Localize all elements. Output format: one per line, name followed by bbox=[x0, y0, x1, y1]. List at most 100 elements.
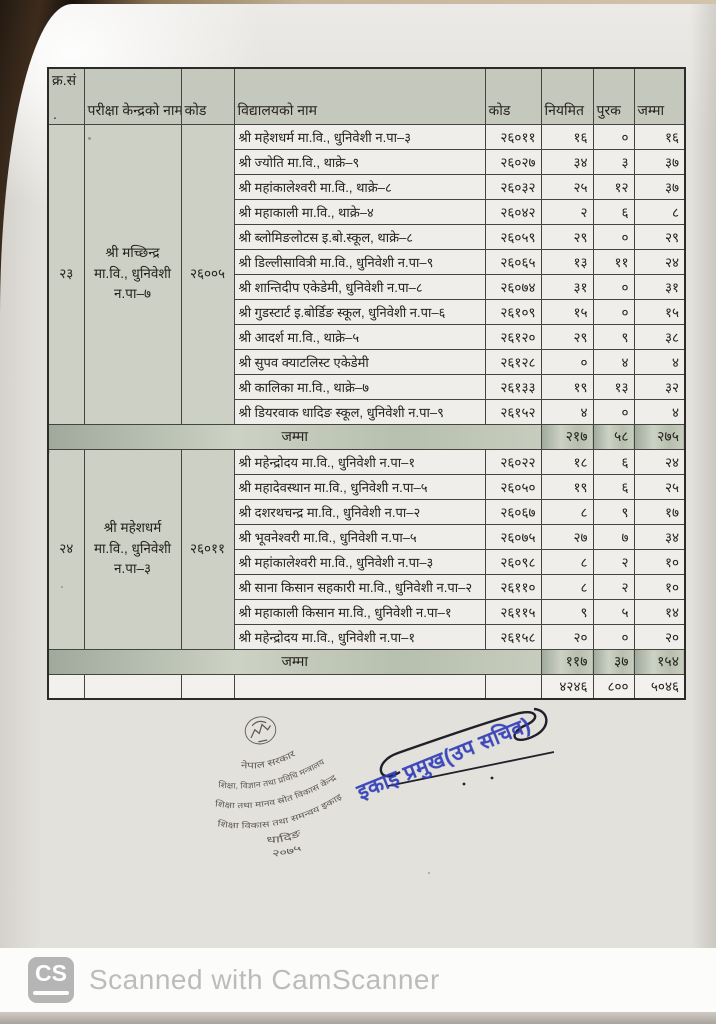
school-name-cell: श्री महाकाली मा.वि., थाक्रे–४ bbox=[233, 198, 486, 225]
col-header-school-name: विद्यालयको नाम bbox=[233, 67, 486, 125]
total-count-cell: १४ bbox=[633, 598, 686, 625]
grand-regular-cell: ४२४६ bbox=[540, 673, 594, 700]
regular-count-cell: २९ bbox=[540, 223, 594, 250]
camscanner-watermark: CS Scanned with CamScanner bbox=[0, 948, 716, 1012]
group-serial-cell: २४ bbox=[47, 448, 85, 650]
school-name-cell: श्री महाकाली किसान मा.वि., धुनिवेशी न.पा… bbox=[233, 598, 486, 625]
subtotal-row: जम्मा २१७ ५८ २७५ bbox=[47, 423, 686, 450]
supplementary-count-cell: ० bbox=[592, 298, 635, 325]
camscanner-logo-text: CS bbox=[35, 960, 67, 986]
total-count-cell: ३४ bbox=[633, 523, 686, 550]
school-row: श्री महांकालेश्वरी मा.वि., धुनिवेशी न.पा… bbox=[48, 548, 686, 575]
total-count-cell: १७ bbox=[633, 498, 686, 525]
total-count-cell: ८ bbox=[633, 198, 686, 225]
exam-center-code-cell: २६०११ bbox=[180, 448, 235, 650]
school-code-cell: २६०९८ bbox=[484, 548, 542, 575]
grand-empty-school bbox=[233, 673, 486, 700]
total-count-cell: २४ bbox=[633, 448, 686, 475]
col-header-serial-label: क्र.सं bbox=[52, 72, 77, 88]
regular-count-cell: ८ bbox=[540, 573, 594, 600]
school-code-cell: २६०७४ bbox=[484, 273, 542, 300]
supplementary-count-cell: ११ bbox=[592, 248, 635, 275]
report-table-body: २३ श्री मच्छिन्द्र मा.वि., धुनिवेशी न.पा–… bbox=[47, 123, 686, 700]
seal-emblem-icon bbox=[244, 716, 277, 745]
school-row: श्री गुडस्टार्ट इ.बोर्डिङ स्कूल, धुनिवेश… bbox=[48, 298, 686, 325]
school-name-cell: श्री साना किसान सहकारी मा.वि., धुनिवेशी … bbox=[233, 573, 486, 600]
grand-empty-school-code bbox=[484, 673, 542, 700]
supplementary-count-cell: ५ bbox=[592, 598, 635, 625]
school-row: श्री महेन्द्रोदय मा.वि., धुनिवेशी न.पा–१… bbox=[48, 623, 686, 650]
subtotal-total-cell: २७५ bbox=[633, 423, 686, 450]
regular-count-cell: २९ bbox=[540, 323, 594, 350]
col-header-center-name: परीक्षा केन्द्रको नाम bbox=[83, 67, 182, 125]
total-count-cell: ४ bbox=[633, 398, 686, 425]
school-code-cell: २६०६७ bbox=[484, 498, 542, 525]
total-count-cell: १५ bbox=[633, 298, 686, 325]
school-name-cell: श्री डियरवाक धादिङ स्कूल, धुनिवेशी न.पा–… bbox=[233, 398, 486, 425]
school-code-cell: २६०३२ bbox=[484, 173, 542, 200]
regular-count-cell: ३१ bbox=[540, 273, 594, 300]
school-code-cell: २६०२२ bbox=[484, 448, 542, 475]
regular-count-cell: ८ bbox=[540, 498, 594, 525]
grand-empty-center bbox=[83, 673, 182, 700]
school-name-cell: श्री शान्तिदीप एकेडेमी, धुनिवेशी न.पा–८ bbox=[233, 273, 486, 300]
col-header-center-code: कोड bbox=[180, 67, 235, 125]
school-row: श्री कालिका मा.वि., थाक्रे–७ २६१३३ १९ १३ ३२ bbox=[48, 373, 686, 400]
total-count-cell: २४ bbox=[633, 248, 686, 275]
school-code-cell: २६११५ bbox=[484, 598, 542, 625]
school-name-cell: श्री ब्लोमिङलोटस इ.बो.स्कूल, थाक्रे–८ bbox=[233, 223, 486, 250]
subtotal-row: जम्मा ११७ ३७ १५४ bbox=[47, 648, 686, 675]
total-count-cell: ३१ bbox=[633, 273, 686, 300]
col-header-supplementary: पुरक bbox=[592, 67, 635, 125]
school-row: श्री शान्तिदीप एकेडेमी, धुनिवेशी न.पा–८ २… bbox=[48, 273, 686, 300]
regular-count-cell: १९ bbox=[540, 373, 594, 400]
school-name-cell: श्री कालिका मा.वि., थाक्रे–७ bbox=[233, 373, 486, 400]
school-code-cell: २६१५८ bbox=[484, 623, 542, 650]
regular-count-cell: ३४ bbox=[540, 148, 594, 175]
school-code-cell: २६०११ bbox=[484, 123, 542, 150]
seal-line-govt: नेपाल सरकार bbox=[238, 748, 298, 775]
total-count-cell: २५ bbox=[633, 473, 686, 500]
supplementary-count-cell: २ bbox=[592, 573, 635, 600]
subtotal-regular-cell: ११७ bbox=[540, 648, 594, 675]
school-name-cell: श्री महादेवस्थान मा.वि., धुनिवेशी न.पा–५ bbox=[233, 473, 486, 500]
header-row: क्र.सं . परीक्षा केन्द्रको नाम कोड विद्य… bbox=[47, 67, 686, 125]
signature bbox=[379, 707, 555, 787]
regular-count-cell: ८ bbox=[540, 548, 594, 575]
school-code-cell: २६०५० bbox=[484, 473, 542, 500]
school-name-cell: श्री आदर्श मा.वि., थाक्रे–५ bbox=[233, 323, 486, 350]
school-row: श्री डिल्लीसावित्री मा.वि., धुनिवेशी न.प… bbox=[48, 248, 686, 275]
col-header-school-code: कोड bbox=[484, 67, 542, 125]
supplementary-count-cell: ३ bbox=[592, 148, 635, 175]
school-name-cell: श्री महेन्द्रोदय मा.वि., धुनिवेशी न.पा–१ bbox=[233, 623, 486, 650]
school-name-cell: श्री गुडस्टार्ट इ.बोर्डिङ स्कूल, धुनिवेश… bbox=[233, 298, 486, 325]
school-name-cell: श्री महांकालेश्वरी मा.वि., थाक्रे–८ bbox=[233, 173, 486, 200]
col-header-regular: नियमित bbox=[540, 67, 594, 125]
school-name-cell: श्री महेशधर्म मा.वि., धुनिवेशी न.पा–३ bbox=[233, 123, 486, 150]
school-code-cell: २६१३३ bbox=[484, 373, 542, 400]
regular-count-cell: १३ bbox=[540, 248, 594, 275]
school-name-cell: श्री महांकालेश्वरी मा.वि., धुनिवेशी न.पा… bbox=[233, 548, 486, 575]
school-code-cell: २६०२७ bbox=[484, 148, 542, 175]
school-code-cell: २६०६५ bbox=[484, 248, 542, 275]
school-code-cell: २६१२० bbox=[484, 323, 542, 350]
total-count-cell: ३८ bbox=[633, 323, 686, 350]
regular-count-cell: १५ bbox=[540, 298, 594, 325]
school-row: श्री ब्लोमिङलोटस इ.बो.स्कूल, थाक्रे–८ २६०… bbox=[48, 223, 686, 250]
school-code-cell: २६१५२ bbox=[484, 398, 542, 425]
school-row: २४ श्री महेशधर्म मा.वि., धुनिवेशी न.पा–३ २… bbox=[47, 448, 686, 650]
school-row: श्री दशरथचन्द्र मा.वि., धुनिवेशी न.पा–२ २… bbox=[48, 498, 686, 525]
school-code-cell: २६१०९ bbox=[484, 298, 542, 325]
regular-count-cell: २ bbox=[540, 198, 594, 225]
camscanner-watermark-text: Scanned with CamScanner bbox=[89, 964, 440, 995]
school-row: श्री महाकाली किसान मा.वि., धुनिवेशी न.पा… bbox=[48, 598, 686, 625]
supplementary-count-cell: ९ bbox=[592, 498, 635, 525]
supplementary-count-cell: ६ bbox=[592, 473, 635, 500]
regular-count-cell: ० bbox=[540, 348, 594, 375]
grand-supplementary-cell: ८०० bbox=[592, 673, 635, 700]
total-count-cell: ३७ bbox=[633, 173, 686, 200]
supplementary-count-cell: ० bbox=[592, 623, 635, 650]
exam-center-code-cell: २६००५ bbox=[180, 123, 235, 425]
supplementary-count-cell: ० bbox=[592, 223, 635, 250]
col-header-serial: क्र.सं . bbox=[47, 67, 85, 125]
